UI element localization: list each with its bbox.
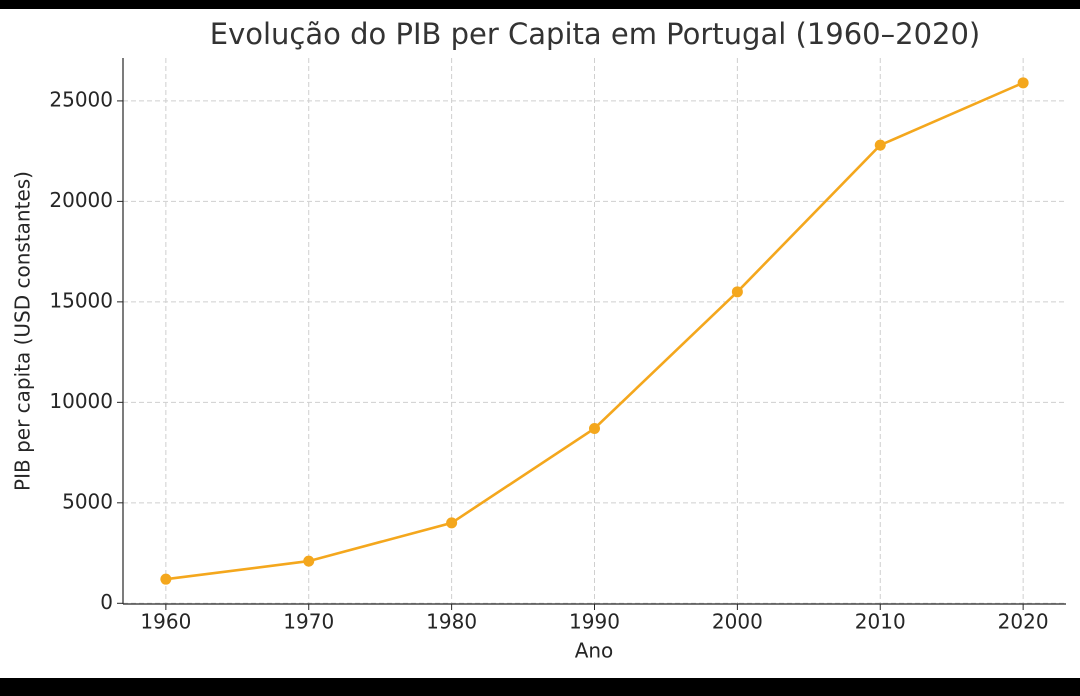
data-point — [1017, 77, 1029, 89]
chart-title: Evolução do PIB per Capita em Portugal (… — [210, 17, 980, 51]
y-tick-label: 20000 — [49, 188, 113, 212]
data-point — [874, 139, 886, 151]
y-tick-label: 0 — [100, 590, 113, 614]
x-tick-label: 1960 — [140, 610, 191, 634]
data-point — [589, 422, 600, 434]
x-tick-label: 2000 — [712, 610, 763, 634]
data-point — [446, 517, 458, 529]
data-point — [160, 573, 172, 585]
x-tick-label: 1980 — [426, 610, 477, 634]
x-tick-label: 1970 — [283, 610, 334, 634]
x-tick-label: 1990 — [569, 610, 620, 634]
x-tick-label: 2020 — [998, 610, 1049, 634]
y-tick-label: 5000 — [62, 489, 113, 513]
y-tick-label: 10000 — [49, 389, 113, 413]
x-axis-label: Ano — [575, 639, 614, 663]
y-tick-label: 25000 — [49, 87, 113, 111]
data-point — [303, 555, 315, 567]
y-axis-label: PIB per capita (USD constantes) — [11, 171, 35, 491]
top-bar — [0, 0, 1080, 9]
x-tick-label: 2010 — [855, 610, 906, 634]
data-point — [731, 286, 743, 298]
bottom-bar — [0, 678, 1080, 696]
y-tick-label: 15000 — [49, 288, 113, 312]
